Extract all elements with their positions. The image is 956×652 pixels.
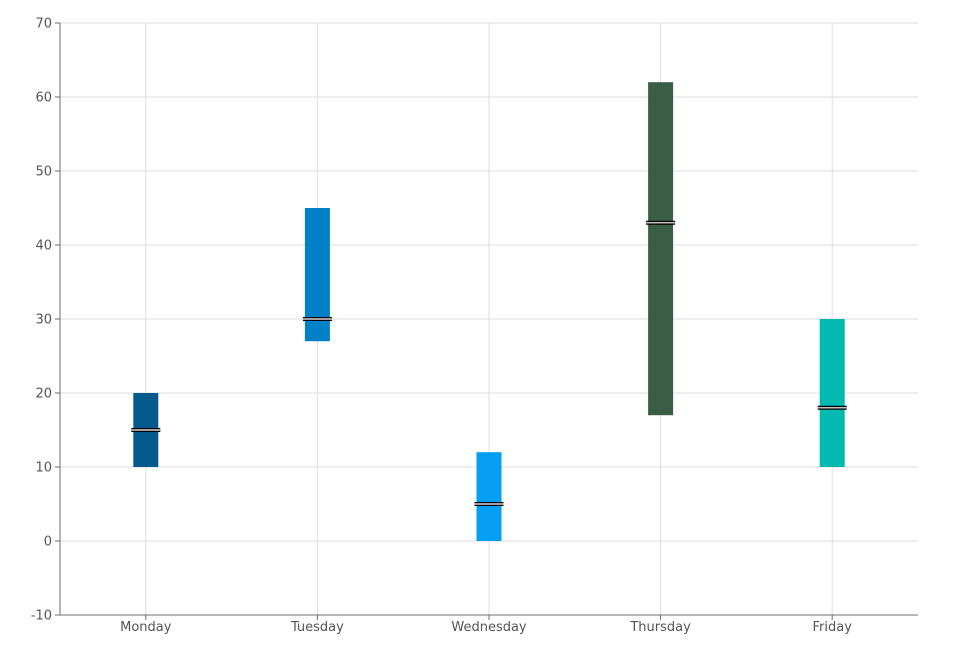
range-bar-friday bbox=[819, 319, 845, 467]
value-markers bbox=[131, 220, 847, 506]
range-bar-thursday bbox=[648, 82, 674, 416]
y-tick-label: -10 bbox=[31, 609, 52, 624]
range-bar-tuesday bbox=[304, 208, 330, 342]
x-tick-label-friday: Friday bbox=[812, 620, 852, 635]
y-tick-label: 0 bbox=[44, 535, 52, 550]
x-tick-label-monday: Monday bbox=[120, 620, 172, 635]
y-tick-label: 60 bbox=[35, 91, 52, 106]
range-bar-wednesday bbox=[476, 452, 502, 541]
y-tick-label: 20 bbox=[35, 387, 52, 402]
y-tick-label: 40 bbox=[35, 239, 52, 254]
y-tick-label: 10 bbox=[35, 461, 52, 476]
y-tick-label: 70 bbox=[35, 17, 52, 32]
y-tick-label: 50 bbox=[35, 165, 52, 180]
x-tick-label-thursday: Thursday bbox=[629, 620, 691, 635]
y-axis-ticks: -10 0 10 20 30 40 50 60 70 bbox=[31, 17, 60, 624]
y-tick-label: 30 bbox=[35, 313, 52, 328]
x-tick-label-wednesday: Wednesday bbox=[451, 620, 527, 635]
x-tick-label-tuesday: Tuesday bbox=[290, 620, 344, 635]
x-axis-ticks: Monday Tuesday Wednesday Thursday Friday bbox=[120, 615, 852, 635]
